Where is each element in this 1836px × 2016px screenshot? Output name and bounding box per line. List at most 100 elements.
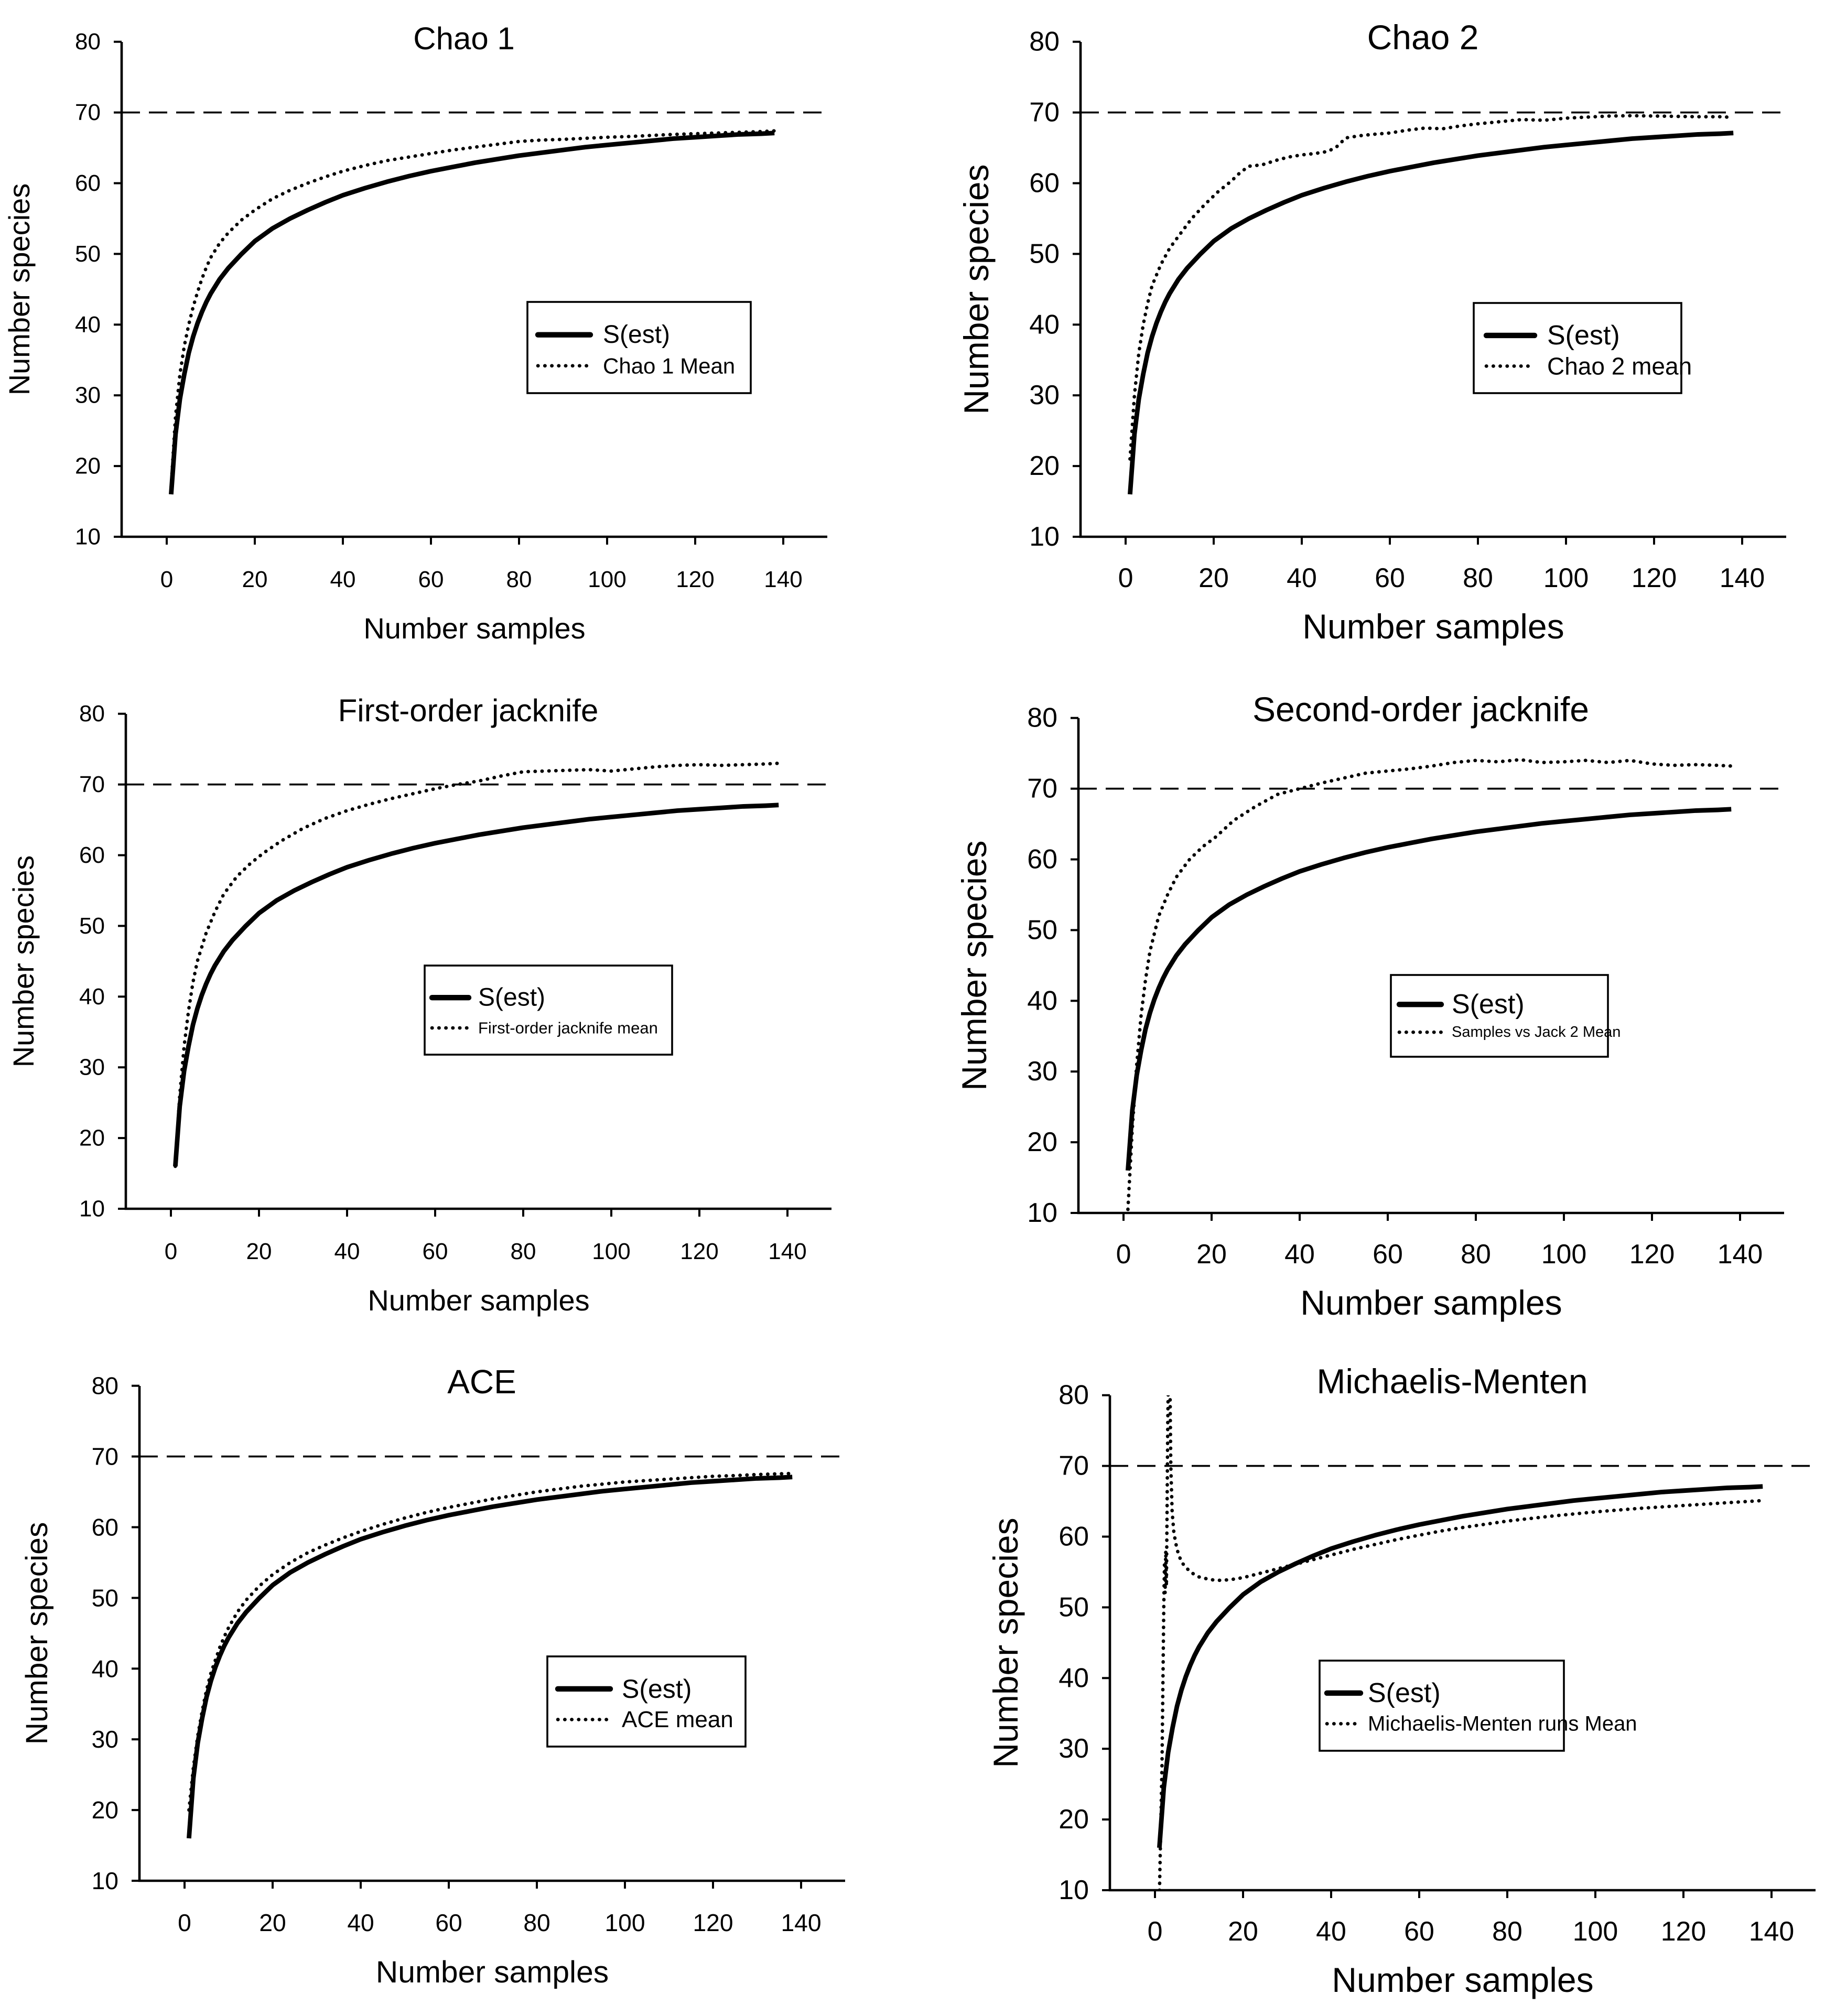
x-tick-label: 40 (1316, 1916, 1346, 1947)
legend-label-solid: S(est) (603, 321, 670, 349)
panel-chao-2: 10 20 30 40 50 60 70 80 0 20 40 60 80 100 120 140 Chao 2… (918, 0, 1836, 672)
x-tick-label: 80 (1461, 1239, 1491, 1270)
series-dotted (1128, 114, 1735, 461)
y-tick-label: 20 (1029, 451, 1060, 481)
x-tick-label: 80 (511, 1239, 536, 1264)
x-tick-label: 120 (1629, 1239, 1675, 1270)
x-axis-label: Number samples (376, 1955, 609, 1989)
x-tick-label: 140 (1718, 1239, 1763, 1270)
panel-second-order-jacknife: 10 20 30 40 50 60 70 80 0 20 40 60 80 100 120 140 Second… (918, 672, 1836, 1344)
legend-label-solid: S(est) (1452, 989, 1525, 1020)
panel-title: First-order jacknife (338, 693, 599, 728)
y-tick-label: 30 (1029, 380, 1060, 410)
x-tick-label: 60 (1375, 563, 1405, 593)
legend-label-solid: S(est) (1368, 1678, 1441, 1708)
legend-label-dotted: Chao 1 Mean (603, 353, 735, 378)
x-tick-label: 80 (1463, 563, 1493, 593)
y-tick-label: 10 (75, 524, 101, 550)
legend-label-dotted: Michaelis-Menten runs Mean (1368, 1712, 1637, 1735)
x-tick-label: 100 (588, 567, 626, 592)
x-tick-label: 40 (347, 1909, 374, 1936)
x-tick-label: 0 (178, 1909, 191, 1936)
panel-title: Chao 2 (1367, 18, 1479, 57)
y-tick-label: 50 (75, 241, 101, 267)
panel-first-order-jacknife: 10 20 30 40 50 60 70 80 0 20 40 60 80 100 120 140 First-… (0, 672, 918, 1344)
y-tick-label: 70 (79, 772, 105, 797)
chart-svg: 10 20 30 40 50 60 70 80 0 20 40 60 80 100 120 140 Chao 1… (3, 21, 827, 645)
y-tick-label: 30 (92, 1726, 118, 1753)
axes (120, 42, 827, 538)
y-tick-label: 10 (1027, 1198, 1057, 1228)
x-tick-label: 20 (1198, 563, 1229, 593)
y-tick-label: 30 (1027, 1056, 1057, 1087)
x-axis-label: Number samples (363, 612, 585, 645)
x-tick-label: 40 (1284, 1239, 1315, 1270)
axes (1079, 42, 1786, 538)
y-tick-label: 50 (1027, 915, 1057, 945)
y-tick-label: 50 (1029, 239, 1060, 269)
x-tick-label: 80 (523, 1909, 550, 1936)
legend-label-solid: S(est) (478, 984, 545, 1012)
legend-box (1473, 302, 1682, 394)
panel-title: ACE (447, 1363, 516, 1401)
series-solid (169, 131, 775, 495)
axes (1077, 718, 1784, 1215)
legend-label-dotted: Samples vs Jack 2 Mean (1452, 1024, 1621, 1040)
x-tick-label: 60 (1373, 1239, 1403, 1270)
x-axis-label: Number samples (368, 1284, 589, 1317)
x-tick-label: 0 (165, 1239, 177, 1264)
panel-michaelis-menten: 10 20 30 40 50 60 70 80 0 20 40 60 80 100 120 140 Michae… (918, 1344, 1836, 2016)
legend-label-dotted: Chao 2 mean (1547, 352, 1692, 380)
x-axis-label: Number samples (1300, 1284, 1562, 1323)
chart-svg: 10 20 30 40 50 60 70 80 0 20 40 60 80 100 120 140 First-… (7, 693, 831, 1317)
y-tick-label: 30 (75, 383, 101, 408)
y-tick-label: 20 (92, 1796, 118, 1824)
x-tick-label: 100 (604, 1909, 645, 1936)
y-tick-label: 80 (75, 29, 101, 55)
x-tick-label: 0 (1116, 1239, 1131, 1270)
x-tick-label: 20 (246, 1239, 272, 1264)
series-dotted (1126, 758, 1733, 1211)
series-solid (173, 803, 779, 1167)
x-tick-label: 40 (334, 1239, 360, 1264)
chart-svg: 10 20 30 40 50 60 70 80 0 20 40 60 80 100 120 140 Chao 2… (957, 18, 1786, 646)
series-solid (1128, 131, 1734, 495)
x-tick-label: 120 (676, 567, 714, 592)
panel-chao-1: 10 20 30 40 50 60 70 80 0 20 40 60 80 100 120 140 Chao 1… (0, 0, 918, 672)
axes (138, 1386, 845, 1882)
x-tick-label: 100 (1541, 1239, 1587, 1270)
y-tick-label: 80 (92, 1372, 118, 1400)
series-dotted (169, 129, 776, 489)
y-tick-label: 10 (79, 1196, 105, 1222)
legend-label-solid: S(est) (622, 1674, 692, 1704)
x-tick-label: 60 (418, 567, 444, 592)
x-tick-label: 80 (506, 567, 532, 592)
y-tick-label: 80 (79, 701, 105, 727)
y-axis-label: Number species (955, 840, 994, 1090)
y-tick-label: 80 (1059, 1380, 1089, 1411)
axes (1108, 1395, 1816, 1892)
y-tick-label: 60 (1029, 168, 1060, 199)
y-tick-label: 10 (1059, 1875, 1089, 1905)
x-tick-label: 20 (242, 567, 268, 592)
x-tick-label: 40 (330, 567, 356, 592)
x-tick-label: 20 (1228, 1916, 1258, 1947)
y-tick-label: 60 (1027, 844, 1057, 875)
y-tick-label: 20 (1059, 1804, 1089, 1835)
x-tick-label: 120 (680, 1239, 718, 1264)
x-tick-label: 20 (259, 1909, 286, 1936)
y-tick-label: 40 (1059, 1663, 1089, 1693)
y-tick-label: 50 (92, 1584, 118, 1611)
x-tick-label: 140 (768, 1239, 806, 1264)
x-tick-label: 0 (160, 567, 173, 592)
x-tick-label: 60 (1404, 1916, 1434, 1947)
panel-ace: 10 20 30 40 50 60 70 80 0 20 40 60 80 100 120 140 ACE Num… (0, 1344, 918, 2016)
legend-box (526, 301, 752, 394)
y-tick-label: 20 (75, 453, 101, 479)
panel-title: Chao 1 (413, 21, 514, 56)
y-tick-label: 30 (79, 1055, 105, 1080)
y-tick-label: 70 (1029, 97, 1060, 128)
y-axis-label: Number species (20, 1522, 54, 1745)
x-tick-label: 100 (592, 1239, 630, 1264)
